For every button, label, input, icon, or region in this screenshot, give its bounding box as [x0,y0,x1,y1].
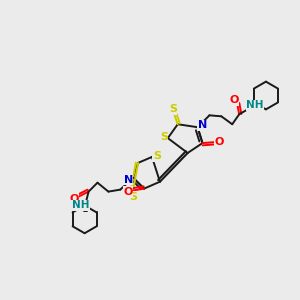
Text: O: O [124,187,133,196]
Text: S: S [169,104,177,114]
Text: NH: NH [246,100,264,110]
Text: S: S [153,151,161,161]
Text: O: O [230,95,239,106]
Text: O: O [215,137,224,147]
Text: N: N [124,175,133,185]
Text: S: S [160,132,168,142]
Text: N: N [198,120,207,130]
Text: O: O [69,194,78,203]
Text: S: S [129,192,137,202]
Text: NH: NH [72,200,89,211]
